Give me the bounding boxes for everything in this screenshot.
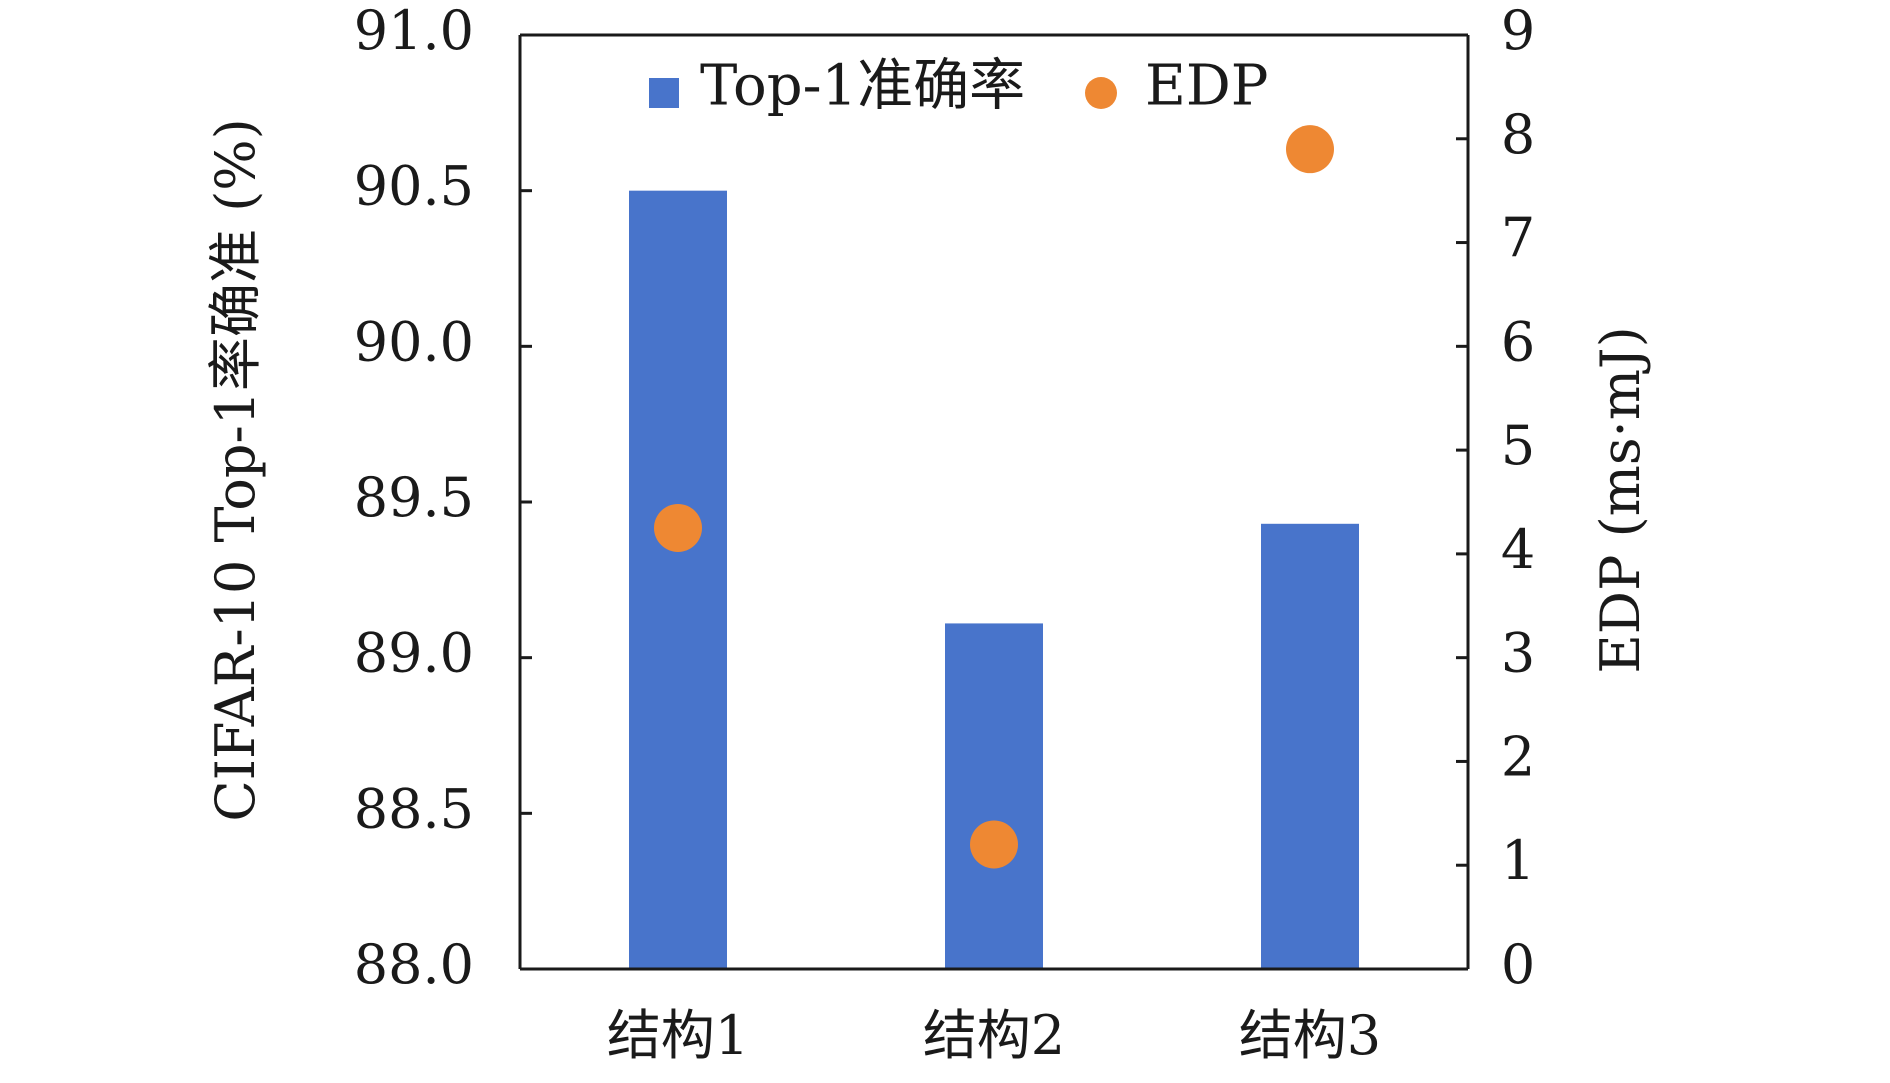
y-tick-label-left-0: 88.0 bbox=[354, 933, 474, 996]
ticks-layer: 结构1 结构2 结构3 88.0 88.5 89.0 89.5 90.0 90.5 91.0 0 1 2… bbox=[354, 0, 1535, 1067]
edp-point-3 bbox=[1286, 125, 1334, 174]
y-tick-label-right-2: 2 bbox=[1501, 725, 1535, 788]
x-tick-label-2: 结构2 bbox=[923, 1004, 1065, 1067]
y-tick-label-left-3: 89.5 bbox=[354, 466, 474, 529]
bar-3 bbox=[1261, 523, 1359, 969]
y-tick-label-right-8: 8 bbox=[1501, 103, 1535, 166]
y-tick-label-left-2: 89.0 bbox=[354, 622, 474, 685]
y-tick-label-left-6: 91.0 bbox=[354, 0, 474, 62]
y-tick-label-right-7: 7 bbox=[1501, 207, 1535, 270]
scatter-layer bbox=[654, 125, 1334, 869]
y-tick-label-right-0: 0 bbox=[1501, 933, 1535, 996]
axes-layer bbox=[518, 33, 1470, 971]
y-tick-label-right-1: 1 bbox=[1501, 829, 1535, 892]
bars-layer bbox=[629, 190, 1359, 969]
bar-2 bbox=[945, 623, 1043, 969]
y-tick-label-right-6: 6 bbox=[1501, 310, 1535, 373]
y-tick-label-left-5: 90.5 bbox=[354, 155, 474, 218]
legend: Top-1准确率 EDP bbox=[649, 54, 1268, 119]
legend-bar-swatch bbox=[649, 78, 679, 108]
y-tick-label-left-4: 90.0 bbox=[354, 310, 474, 373]
legend-dot-swatch bbox=[1085, 77, 1117, 109]
y-tick-label-right-3: 3 bbox=[1501, 622, 1535, 685]
y-tick-label-right-5: 5 bbox=[1501, 414, 1535, 477]
y-tick-label-right-4: 4 bbox=[1501, 518, 1535, 581]
y-tick-label-right-9: 9 bbox=[1501, 0, 1535, 62]
edp-point-1 bbox=[654, 503, 702, 552]
y-tick-label-left-1: 88.5 bbox=[354, 777, 474, 840]
x-tick-label-3: 结构3 bbox=[1239, 1004, 1381, 1067]
y-axis-title-right: EDP (ms·mJ) bbox=[1589, 326, 1652, 673]
y-axis-title-left: CIFAR-10 Top-1率确准 (%) bbox=[204, 118, 267, 821]
legend-label-accuracy: Top-1准确率 bbox=[700, 54, 1025, 119]
bar-1 bbox=[629, 190, 727, 969]
x-tick-label-1: 结构1 bbox=[607, 1004, 749, 1067]
edp-point-2 bbox=[970, 820, 1018, 869]
legend-label-edp: EDP bbox=[1145, 54, 1268, 119]
